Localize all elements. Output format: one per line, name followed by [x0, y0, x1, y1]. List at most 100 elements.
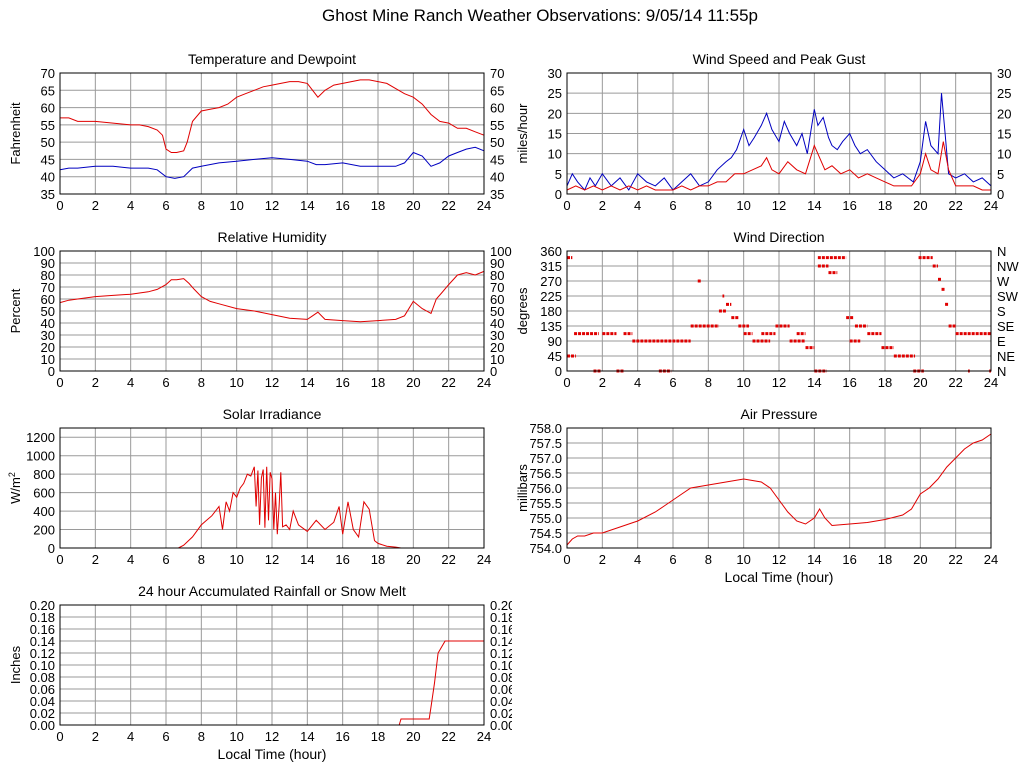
- x-tick-label: 12: [265, 729, 279, 744]
- y-tick-label-right: 40: [490, 316, 504, 331]
- y-tick-label-right: 55: [490, 118, 504, 133]
- y-axis-label: W/m2: [7, 472, 23, 504]
- x-tick-label: 10: [229, 552, 243, 567]
- y-tick-label: 756.0: [529, 481, 562, 496]
- y-tick-label: 100: [33, 244, 55, 259]
- y-tick-label: 10: [41, 352, 55, 367]
- x-tick-label: 8: [198, 552, 205, 567]
- x-tick-label: 4: [127, 729, 134, 744]
- y-tick-label: 0: [48, 364, 55, 379]
- y-tick-label: 1000: [26, 449, 55, 464]
- y-tick-label: 20: [548, 106, 562, 121]
- grid: [566, 250, 992, 372]
- y-tick-label: 0.04: [30, 694, 55, 709]
- x-tick-label: 2: [92, 729, 99, 744]
- x-tick-label: 16: [335, 552, 349, 567]
- y-tick-label: 1200: [26, 430, 55, 445]
- x-tick-label: 14: [807, 198, 821, 213]
- y-tick-label: 360: [540, 244, 562, 259]
- x-tick-label: 18: [371, 729, 385, 744]
- y-tick-label: 0.06: [30, 682, 55, 697]
- y-tick-label: 0.10: [30, 658, 55, 673]
- y-tick-label-right: 0: [490, 364, 497, 379]
- x-tick-label: 0: [563, 375, 570, 390]
- x-tick-label: 20: [406, 729, 420, 744]
- y-tick-label: 756.5: [529, 466, 562, 481]
- y-tick-label-right: 50: [490, 135, 504, 150]
- series-line-1: [566, 141, 991, 191]
- chart-title: Temperature and Dewpoint: [188, 51, 356, 67]
- x-tick-label: 20: [406, 375, 420, 390]
- y-tick-label: 0.20: [30, 598, 55, 613]
- y-tick-label-right: 70: [490, 66, 504, 81]
- chart-title: Solar Irradiance: [223, 406, 322, 422]
- y-tick-label: 0.16: [30, 622, 55, 637]
- y-tick-label: 180: [540, 304, 562, 319]
- x-tick-label: 8: [198, 198, 205, 213]
- x-tick-label: 2: [92, 375, 99, 390]
- y-tick-label-right: 45: [490, 152, 504, 167]
- y-tick-label-right: 0.18: [490, 610, 512, 625]
- y-tick-label: 20: [41, 340, 55, 355]
- y-tick-label-right: 10: [490, 352, 504, 367]
- y-tick-label-right: 40: [490, 170, 504, 185]
- series-line-0: [566, 93, 992, 191]
- x-tick-label: 12: [265, 375, 279, 390]
- x-tick-label: 12: [265, 552, 279, 567]
- x-tick-label: 16: [842, 198, 856, 213]
- y-tick-label: 400: [33, 504, 55, 519]
- x-tick-label: 6: [669, 375, 676, 390]
- y-tick-label-right: 0.10: [490, 658, 512, 673]
- chart-title: Wind Speed and Peak Gust: [693, 51, 866, 67]
- x-tick-label: 6: [162, 198, 169, 213]
- x-tick-label: 4: [634, 552, 641, 567]
- y-tick-label: 225: [540, 289, 562, 304]
- y-tick-label: 50: [41, 304, 55, 319]
- chart-title: Relative Humidity: [218, 229, 327, 245]
- y-tick-label-right: 65: [490, 83, 504, 98]
- x-tick-label: 2: [599, 552, 606, 567]
- grid: [59, 604, 485, 726]
- plot-frame: [566, 250, 992, 372]
- y-tick-label: 45: [41, 152, 55, 167]
- y-tick-label: 90: [41, 256, 55, 271]
- y-tick-label: 758.0: [529, 421, 562, 436]
- y-tick-label-right: 60: [490, 292, 504, 307]
- x-tick-label: 22: [441, 375, 455, 390]
- y-tick-label: 270: [540, 274, 562, 289]
- y-tick-label-right: 25: [997, 86, 1011, 101]
- y-tick-label-right: 0.12: [490, 646, 512, 661]
- x-tick-label: 14: [807, 552, 821, 567]
- x-tick-label: 10: [229, 729, 243, 744]
- y-tick-label-right: 80: [490, 268, 504, 283]
- x-tick-label: 16: [335, 729, 349, 744]
- y-tick-label: 10: [548, 147, 562, 162]
- y-tick-label: 45: [548, 349, 562, 364]
- series-line-0: [60, 79, 485, 153]
- chart-title: Wind Direction: [733, 229, 824, 245]
- y-tick-label-right: SW: [997, 289, 1019, 304]
- x-tick-label: 10: [229, 198, 243, 213]
- y-axis-label: Percent: [8, 288, 23, 333]
- y-tick-label: 0.00: [30, 718, 55, 733]
- x-tick-label: 10: [736, 552, 750, 567]
- x-tick-label: 24: [477, 375, 491, 390]
- y-tick-label: 800: [33, 467, 55, 482]
- x-tick-label: 24: [984, 375, 998, 390]
- x-tick-label: 22: [441, 552, 455, 567]
- y-tick-label-right: 90: [490, 256, 504, 271]
- y-tick-label-right: W: [997, 274, 1010, 289]
- y-tick-label-right: 60: [490, 101, 504, 116]
- chart-title: 24 hour Accumulated Rainfall or Snow Mel…: [138, 583, 406, 599]
- y-tick-label-right: 0.06: [490, 682, 512, 697]
- x-tick-label: 12: [265, 198, 279, 213]
- x-axis-label: Local Time (hour): [725, 569, 834, 585]
- plot-frame: [59, 250, 485, 372]
- x-tick-label: 4: [634, 198, 641, 213]
- y-tick-label: 135: [540, 319, 562, 334]
- x-tick-label: 18: [371, 375, 385, 390]
- x-tick-label: 0: [56, 729, 63, 744]
